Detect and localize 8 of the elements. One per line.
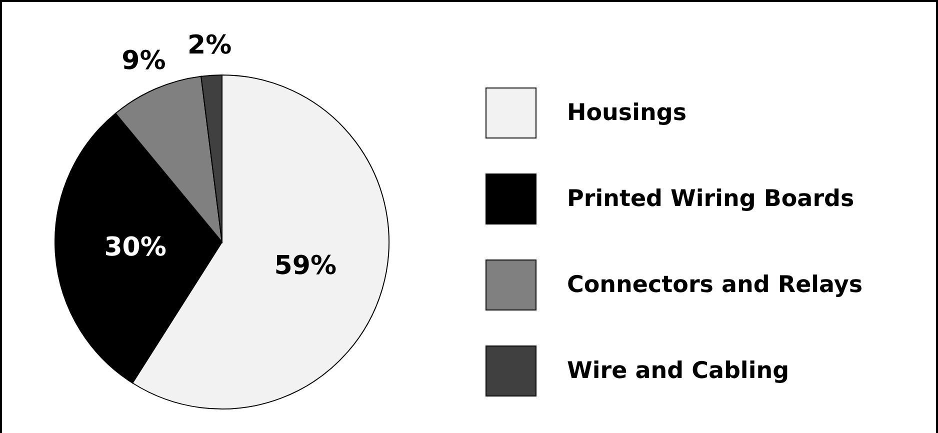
legend-label: Connectors and Relays — [567, 272, 863, 298]
legend-label: Printed Wiring Boards — [567, 186, 854, 212]
data-label: 9% — [122, 46, 166, 76]
legend-label: Wire and Cabling — [567, 358, 790, 384]
data-label: 2% — [188, 30, 232, 60]
data-label: 30% — [104, 232, 166, 262]
data-label: 59% — [274, 251, 337, 282]
legend-label: Housings — [567, 100, 687, 126]
